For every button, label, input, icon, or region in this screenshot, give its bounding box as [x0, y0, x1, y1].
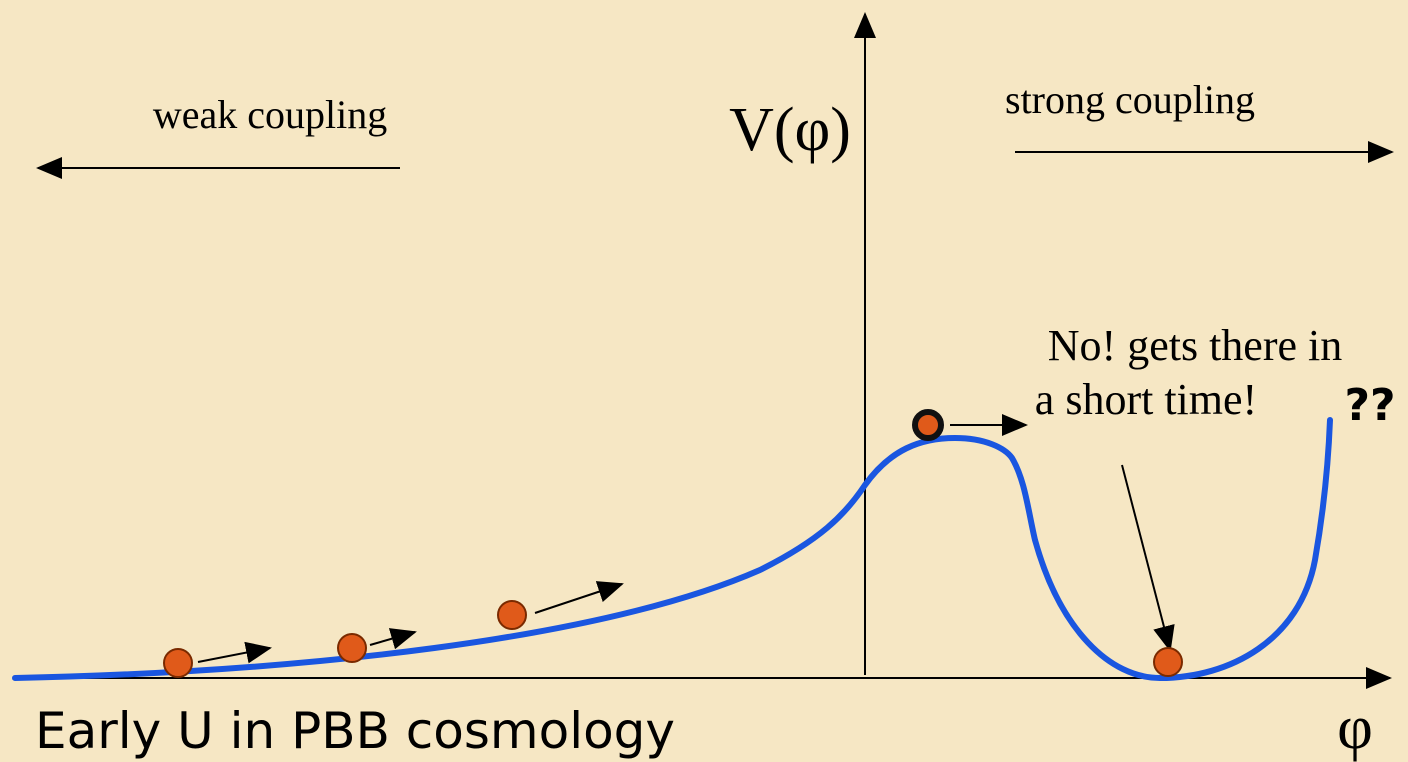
potential-curve — [12, 417, 1333, 682]
velocity-arrow — [534, 581, 624, 614]
potential-label: V(φ) — [729, 96, 851, 164]
question-mark: ?? — [1344, 380, 1395, 431]
ball — [337, 633, 367, 663]
strong-label: strong coupling — [1005, 77, 1255, 122]
ball — [163, 648, 193, 678]
ball — [912, 409, 944, 441]
ball — [497, 600, 527, 630]
note-line: No! gets there in — [1048, 321, 1342, 370]
caption: Early U in PBB cosmology — [35, 702, 675, 760]
pointer-arrow — [1121, 464, 1175, 652]
weak-label: weak coupling — [153, 92, 387, 137]
note-line: a short time! — [1035, 375, 1257, 424]
velocity-arrow — [197, 641, 272, 664]
velocity-arrow — [369, 628, 417, 650]
ball — [1153, 647, 1183, 677]
field-label: φ — [1337, 694, 1373, 762]
